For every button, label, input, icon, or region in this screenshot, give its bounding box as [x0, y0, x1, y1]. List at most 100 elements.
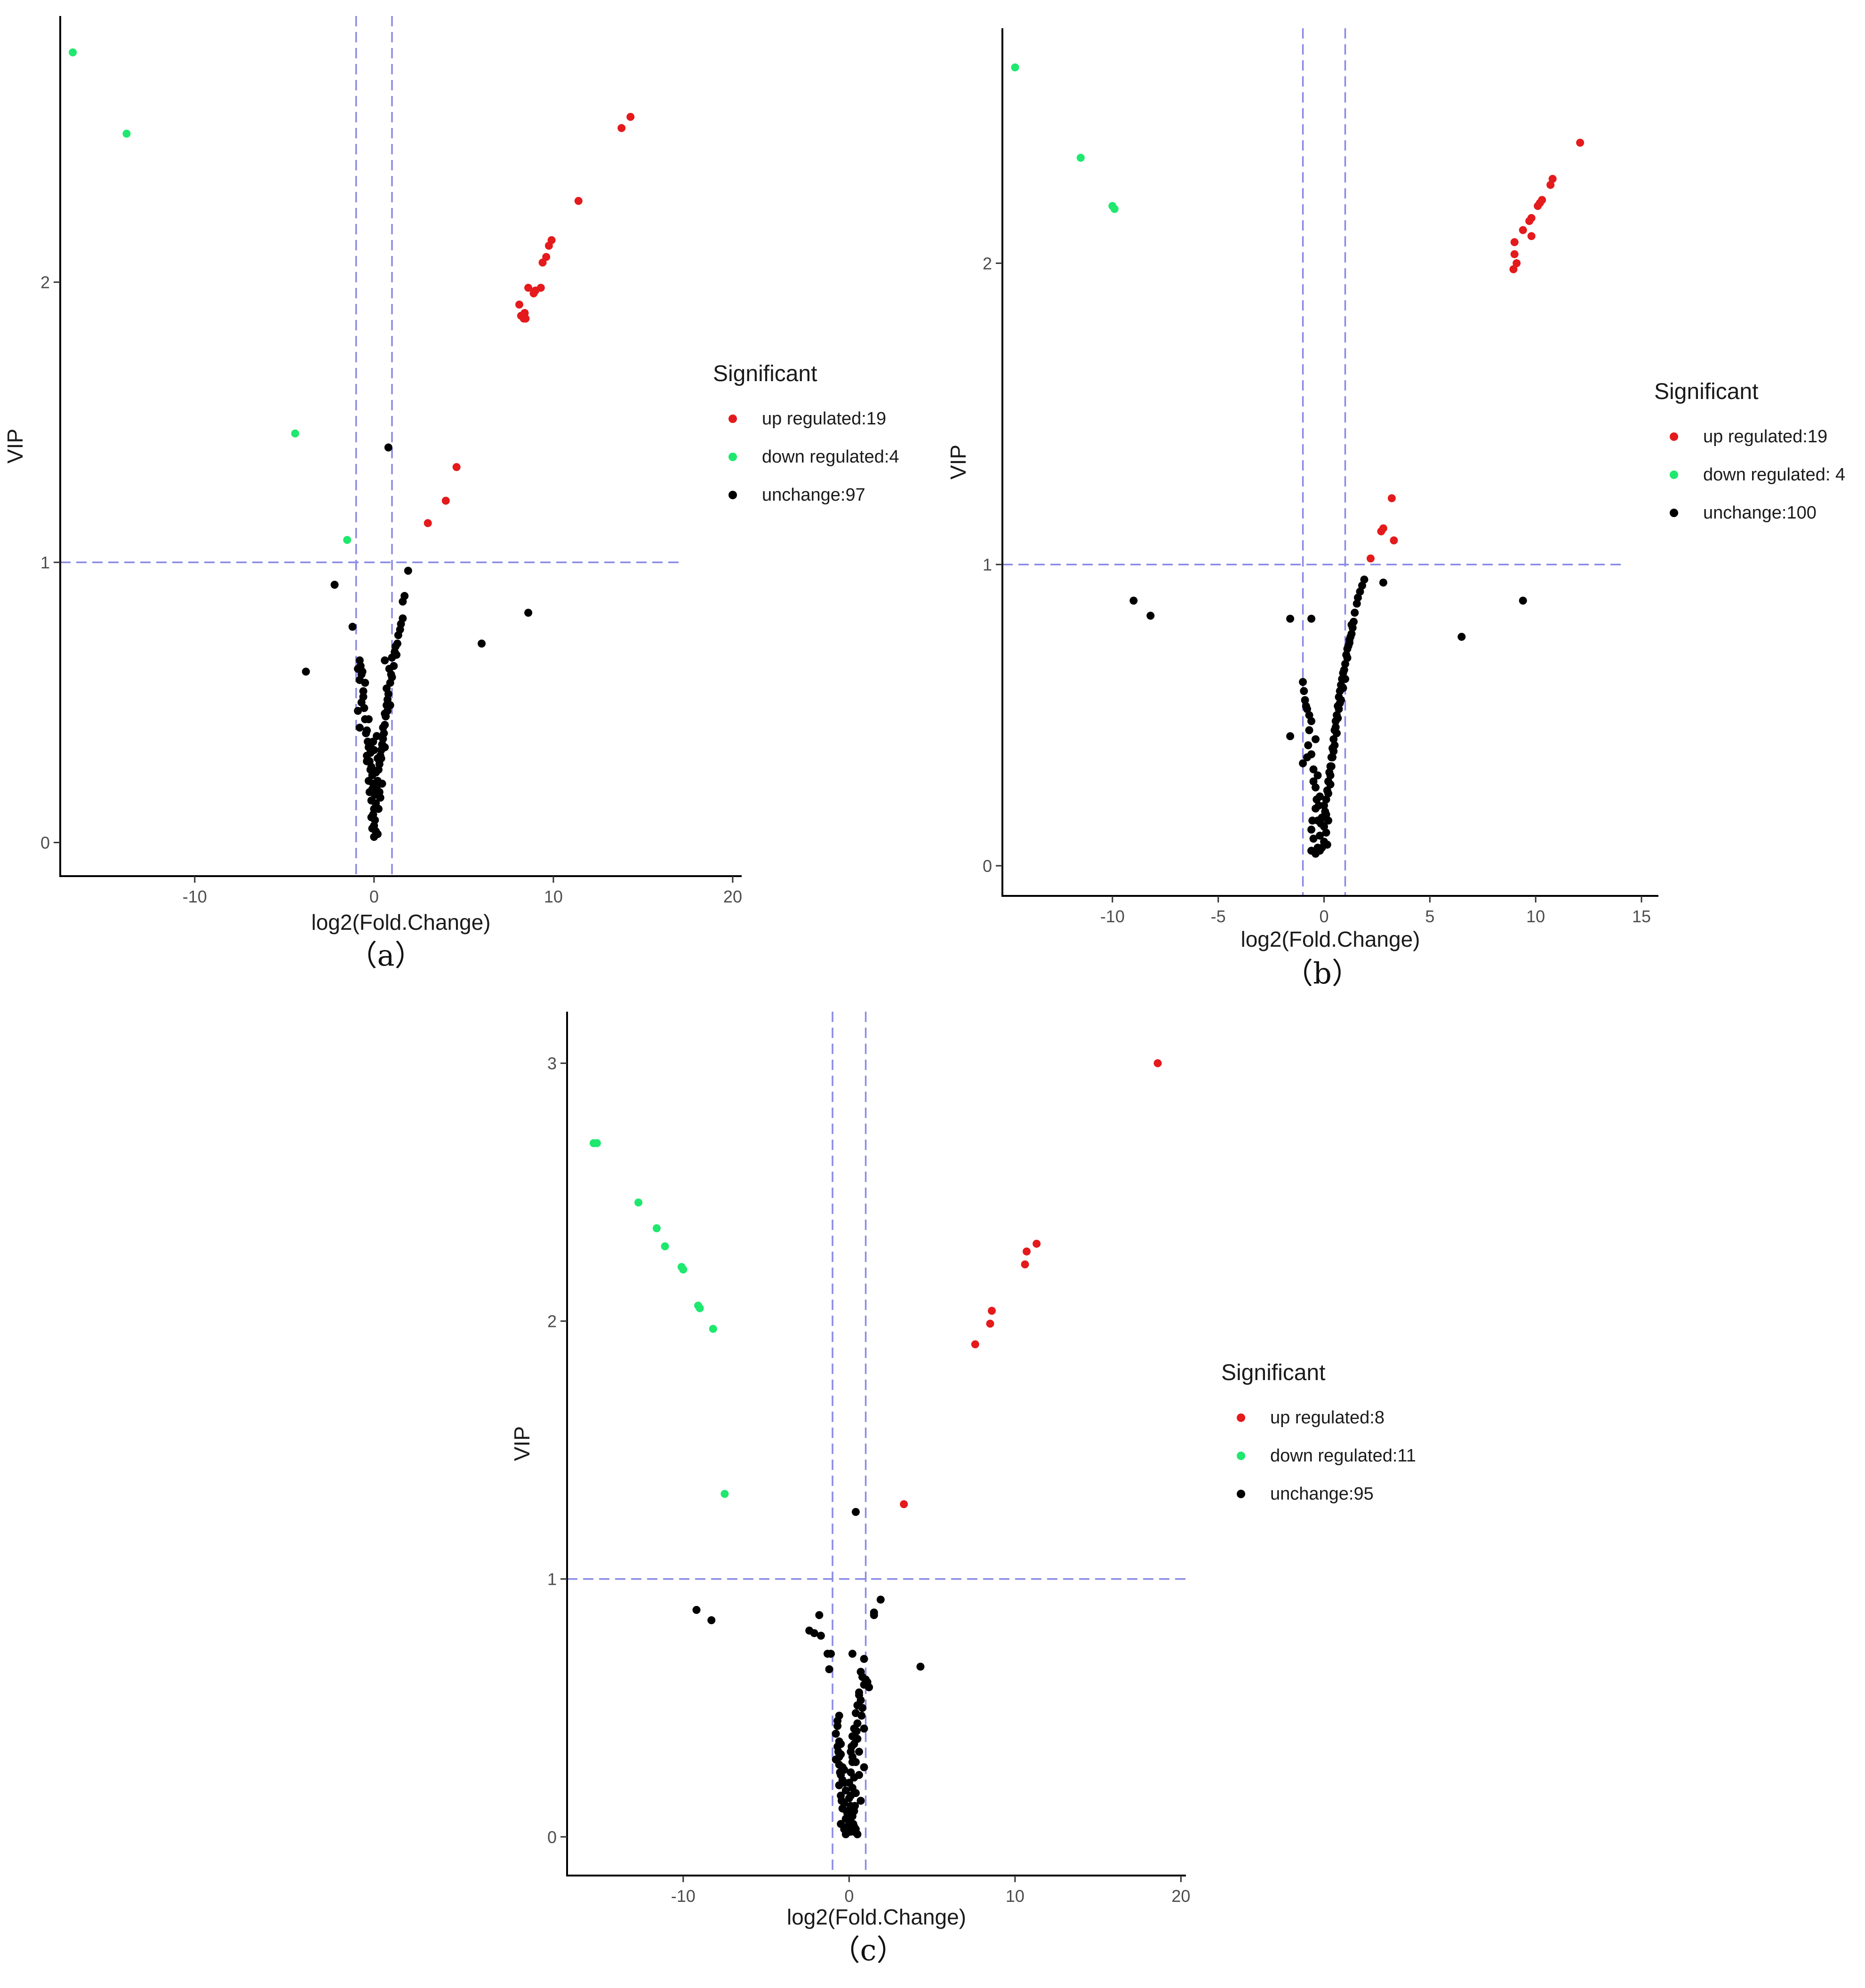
down-legend-key [728, 453, 737, 461]
unchange-point [361, 679, 369, 687]
up-point [1023, 1247, 1031, 1256]
up-series [900, 1059, 1162, 1509]
unchange-point [362, 729, 370, 737]
unchange-point [837, 1740, 845, 1748]
unchange-point [1328, 753, 1337, 761]
unchange-point [396, 625, 404, 634]
y-tick-label: 0 [40, 833, 50, 853]
unchange-legend-label: unchange:100 [1703, 503, 1817, 523]
unchange-point [1519, 597, 1527, 605]
unchange-point [1353, 599, 1361, 608]
unchange-point [302, 667, 310, 676]
down-legend-key [1237, 1452, 1245, 1460]
unchange-point [836, 1768, 844, 1777]
unchange-point [1305, 711, 1313, 719]
unchange-point [852, 1727, 861, 1735]
unchange-point [1312, 735, 1320, 743]
unchange-point [841, 1786, 850, 1795]
unchange-point [370, 746, 378, 754]
y-axis-title: VIP [510, 1426, 534, 1461]
unchange-point [1358, 582, 1366, 590]
unchange-point [1309, 777, 1318, 786]
unchange-point [848, 1650, 856, 1658]
unchange-point [385, 664, 393, 673]
unchange-point [855, 1771, 863, 1779]
unchange-point [1299, 678, 1307, 686]
unchange-point [1312, 849, 1320, 858]
unchange-point [477, 639, 486, 648]
unchange-point [355, 723, 364, 732]
legend-title: Significant [1654, 379, 1758, 404]
unchange-point [876, 1596, 885, 1604]
unchange-point [832, 1730, 840, 1738]
y-tick-label: 1 [547, 1570, 557, 1589]
unchange-point [1324, 789, 1333, 798]
unchange-point [851, 1802, 859, 1810]
unchange-point [373, 830, 382, 838]
up-point [1509, 265, 1518, 273]
unchange-point [1329, 735, 1338, 743]
unchange-point [1340, 666, 1348, 674]
unchange-point [367, 813, 376, 822]
unchange-point [1299, 759, 1307, 767]
up-point [524, 284, 533, 292]
unchange-point [1341, 660, 1349, 668]
down-point [661, 1242, 669, 1251]
down-series [1011, 63, 1119, 213]
down-legend-label: down regulated:11 [1270, 1446, 1416, 1466]
down-point [122, 129, 131, 138]
unchange-point [862, 1675, 870, 1684]
unchange-point [850, 1828, 858, 1836]
unchange-point [1301, 696, 1309, 704]
down-point [291, 429, 299, 438]
y-tick-label: 2 [547, 1312, 557, 1331]
panel-c: -10 0 10 20 0 1 2 3 log2(Fold.Change) VIP Signific… [510, 1012, 1416, 1967]
unchange-point [365, 788, 374, 796]
unchange-point [827, 1650, 835, 1658]
unchange-point [1323, 840, 1331, 849]
up-point [1021, 1260, 1029, 1269]
legend: Significant up regulated:19 down regulated… [1654, 379, 1845, 523]
unchange-point [377, 754, 385, 763]
down-point [1110, 205, 1119, 213]
unchange-point [1307, 615, 1316, 623]
unchange-point [381, 656, 389, 665]
unchange-point [1321, 807, 1329, 816]
up-point [529, 289, 538, 297]
unchange-point [1379, 578, 1387, 587]
down-point [1076, 153, 1085, 162]
unchange-point [1326, 771, 1335, 780]
y-tick-label: 2 [983, 254, 992, 273]
x-tick-label: -10 [1100, 907, 1125, 926]
unchange-point [1336, 699, 1344, 707]
unchange-point [707, 1616, 716, 1624]
up-point [988, 1307, 996, 1315]
unchange-point [1343, 654, 1352, 662]
legend: Significant up regulated:19 down regulated… [713, 361, 899, 505]
unchange-point [1356, 587, 1364, 596]
legend: Significant up regulated:8 down regulated:… [1221, 1360, 1416, 1504]
panel-caption: （a） [348, 938, 424, 973]
unchange-point [848, 1742, 856, 1751]
unchange-legend-label: unchange:97 [762, 485, 865, 505]
unchange-point [1331, 723, 1340, 731]
unchange-point [848, 1758, 856, 1766]
x-tick-label: 0 [844, 1886, 854, 1906]
up-point [1377, 527, 1385, 535]
unchange-point [837, 1796, 846, 1805]
unchange-point [1360, 575, 1369, 584]
up-point [1510, 238, 1519, 247]
unchange-point [855, 1691, 863, 1699]
up-point [1546, 181, 1555, 189]
x-axis-title: log2(Fold.Change) [1241, 927, 1420, 951]
up-point [574, 197, 583, 205]
unchange-series [692, 1508, 925, 1838]
unchange-point [860, 1725, 868, 1733]
unchange-point [399, 597, 407, 606]
up-point [617, 124, 626, 132]
unchange-point [916, 1662, 925, 1671]
unchange-point [360, 704, 368, 712]
x-tick-label: -5 [1211, 907, 1226, 926]
x-tick-label: 0 [369, 887, 379, 906]
